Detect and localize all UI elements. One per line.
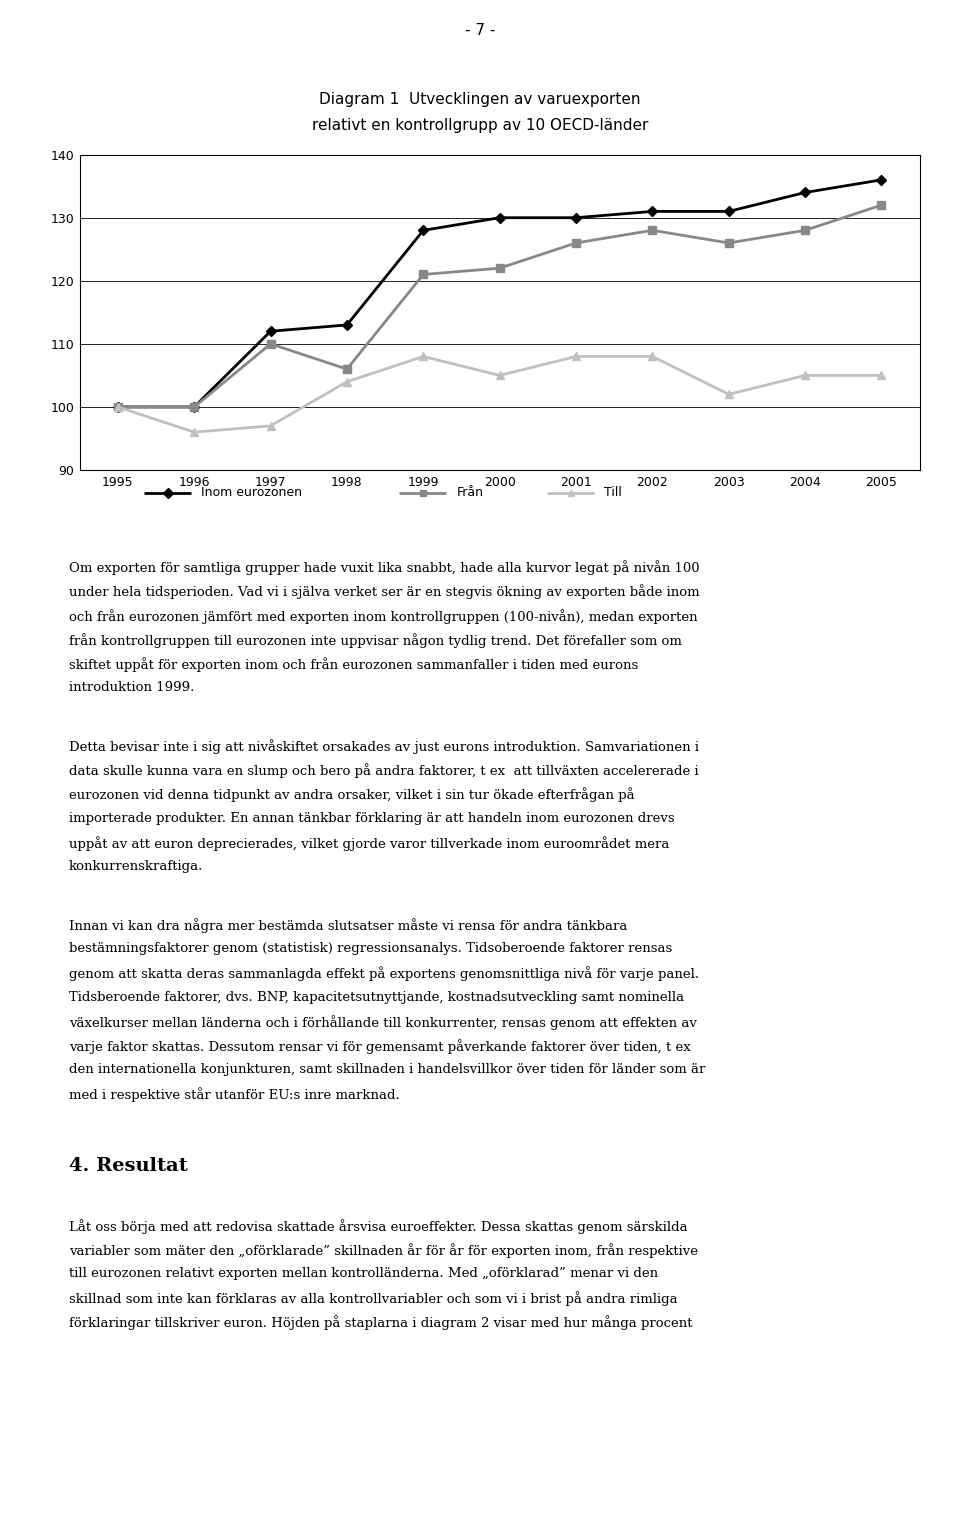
Text: bestämningsfaktorer genom (statistisk) regressionsanalys. Tidsoberoende faktorer: bestämningsfaktorer genom (statistisk) r… xyxy=(69,942,672,955)
Text: och från eurozonen jämfört med exporten inom kontrollgruppen (100-nivån), medan : och från eurozonen jämfört med exporten … xyxy=(69,609,698,623)
Text: varje faktor skattas. Dessutom rensar vi för gemensamt påverkande faktorer över : varje faktor skattas. Dessutom rensar vi… xyxy=(69,1040,691,1053)
Text: uppåt av att euron deprecierades, vilket gjorde varor tillverkade inom euroområd: uppåt av att euron deprecierades, vilket… xyxy=(69,836,669,851)
Text: konkurrenskraftiga.: konkurrenskraftiga. xyxy=(69,860,204,873)
Text: importerade produkter. En annan tänkbar förklaring är att handeln inom eurozonen: importerade produkter. En annan tänkbar … xyxy=(69,811,675,825)
Text: variabler som mäter den „oförklarade” skillnaden år för år för exporten inom, fr: variabler som mäter den „oförklarade” sk… xyxy=(69,1243,698,1258)
Text: med i respektive står utanför EU:s inre marknad.: med i respektive står utanför EU:s inre … xyxy=(69,1087,400,1102)
Text: data skulle kunna vara en slump och bero på andra faktorer, t ex  att tillväxten: data skulle kunna vara en slump och bero… xyxy=(69,764,699,778)
Text: introduktion 1999.: introduktion 1999. xyxy=(69,681,195,694)
Text: Till: Till xyxy=(605,487,622,499)
Text: förklaringar tillskriver euron. Höjden på staplarna i diagram 2 visar med hur må: förklaringar tillskriver euron. Höjden p… xyxy=(69,1315,692,1330)
Text: växelkurser mellan länderna och i förhållande till konkurrenter, rensas genom at: växelkurser mellan länderna och i förhål… xyxy=(69,1015,697,1030)
Text: relativt en kontrollgrupp av 10 OECD-länder: relativt en kontrollgrupp av 10 OECD-län… xyxy=(312,118,648,133)
Text: genom att skatta deras sammanlagda effekt på exportens genomsnittliga nivå för v: genom att skatta deras sammanlagda effek… xyxy=(69,966,699,981)
Text: Detta bevisar inte i sig att nivåskiftet orsakades av just eurons introduktion. : Detta bevisar inte i sig att nivåskiftet… xyxy=(69,739,699,755)
Text: till eurozonen relativt exporten mellan kontrolländerna. Med „oförklarad” menar : till eurozonen relativt exporten mellan … xyxy=(69,1268,659,1280)
Text: Diagram 1  Utvecklingen av varuexporten: Diagram 1 Utvecklingen av varuexporten xyxy=(320,92,640,107)
Text: Låt oss börja med att redovisa skattade årsvisa euroeffekter. Dessa skattas geno: Låt oss börja med att redovisa skattade … xyxy=(69,1219,687,1234)
Text: den internationella konjunkturen, samt skillnaden i handelsvillkor över tiden fö: den internationella konjunkturen, samt s… xyxy=(69,1063,706,1076)
Text: skiftet uppåt för exporten inom och från eurozonen sammanfaller i tiden med euro: skiftet uppåt för exporten inom och från… xyxy=(69,657,638,672)
Text: Tidsberoende faktorer, dvs. BNP, kapacitetsutnyttjande, kostnadsutveckling samt : Tidsberoende faktorer, dvs. BNP, kapacit… xyxy=(69,991,684,1003)
Text: Om exporten för samtliga grupper hade vuxit lika snabbt, hade alla kurvor legat : Om exporten för samtliga grupper hade vu… xyxy=(69,560,700,576)
Text: från kontrollgruppen till eurozonen inte uppvisar någon tydlig trend. Det förefa: från kontrollgruppen till eurozonen inte… xyxy=(69,632,682,648)
Text: under hela tidsperioden. Vad vi i själva verket ser är en stegvis ökning av expo: under hela tidsperioden. Vad vi i själva… xyxy=(69,585,700,600)
Text: - 7 -: - 7 - xyxy=(465,23,495,38)
Text: skillnad som inte kan förklaras av alla kontrollvariabler och som vi i brist på : skillnad som inte kan förklaras av alla … xyxy=(69,1291,678,1306)
Text: Innan vi kan dra några mer bestämda slutsatser måste vi rensa för andra tänkbara: Innan vi kan dra några mer bestämda slut… xyxy=(69,919,628,932)
Text: 4. Resultat: 4. Resultat xyxy=(69,1157,188,1176)
Text: Från: Från xyxy=(457,487,484,499)
Text: Inom eurozonen: Inom eurozonen xyxy=(202,487,302,499)
Text: eurozonen vid denna tidpunkt av andra orsaker, vilket i sin tur ökade efterfråga: eurozonen vid denna tidpunkt av andra or… xyxy=(69,787,635,802)
